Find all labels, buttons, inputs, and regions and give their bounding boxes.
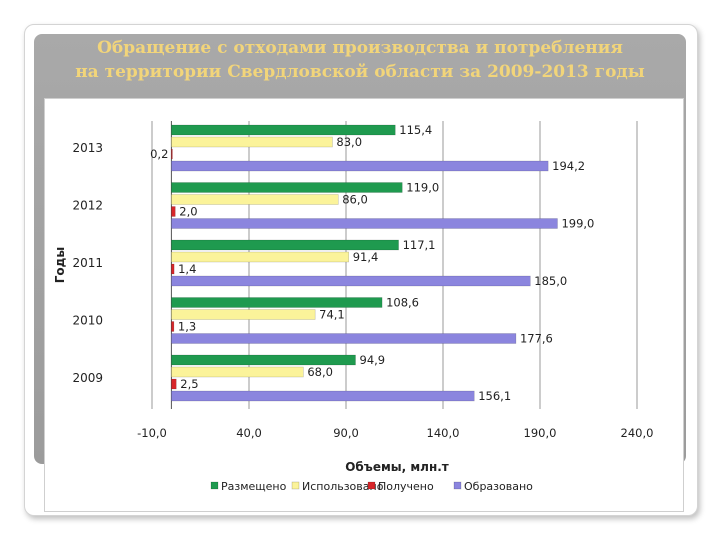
title-line-1: Обращение с отходами производства и потр… bbox=[97, 38, 623, 58]
data-label: 177,6 bbox=[520, 332, 553, 346]
bar-2013-series-1 bbox=[171, 136, 333, 148]
data-label: 119,0 bbox=[406, 181, 439, 195]
data-label: 2,5 bbox=[180, 377, 198, 391]
data-label: 117,1 bbox=[403, 238, 436, 252]
y-axis-title: Годы bbox=[53, 247, 67, 283]
bar-2012-series-0 bbox=[171, 182, 403, 193]
data-label: 91,4 bbox=[353, 250, 379, 264]
x-axis-title: Объемы, млн.т bbox=[345, 460, 449, 474]
bar-chart: -10,0 40,0 90,0 140,0 190,0 240,0 115,4 83,0 0,2… bbox=[53, 121, 654, 493]
legend-swatch-3 bbox=[453, 481, 462, 490]
bar-2011-series-3 bbox=[171, 275, 531, 287]
data-label: 0,2 bbox=[150, 147, 168, 161]
bar-2011-series-1 bbox=[171, 251, 349, 263]
data-label: 108,6 bbox=[386, 296, 419, 310]
bar-2011-series-2 bbox=[171, 263, 175, 275]
legend-label: Образовано bbox=[464, 480, 533, 493]
bar-2009-series-3 bbox=[171, 390, 475, 402]
legend-label: Получено bbox=[378, 480, 434, 493]
bar-2012-series-2 bbox=[171, 206, 176, 217]
data-label: 86,0 bbox=[342, 193, 368, 207]
slide-title: Обращение с отходами производства и потр… bbox=[34, 36, 686, 84]
x-tick-label: 40,0 bbox=[236, 426, 262, 440]
chart-area: -10,0 40,0 90,0 140,0 190,0 240,0 115,4 83,0 0,2… bbox=[44, 98, 684, 512]
bar-2013-series-0 bbox=[171, 124, 396, 136]
bar-2009-series-0 bbox=[171, 354, 356, 366]
bar-2012-series-1 bbox=[171, 194, 339, 205]
legend-label: Использовано bbox=[302, 480, 384, 493]
data-label: 2,0 bbox=[179, 205, 197, 219]
legend-swatch-0 bbox=[210, 481, 219, 490]
bar-2013-series-2 bbox=[171, 148, 173, 160]
y-tick-label: 2010 bbox=[72, 314, 103, 328]
data-label: 1,4 bbox=[178, 262, 196, 276]
bar-2012-series-3 bbox=[171, 218, 558, 229]
y-tick-label: 2013 bbox=[72, 141, 103, 155]
bar-2010-series-3 bbox=[171, 333, 517, 344]
bar-2010-series-1 bbox=[171, 309, 316, 320]
bar-2010-series-0 bbox=[171, 297, 383, 308]
bar-2009-series-1 bbox=[171, 366, 304, 378]
x-tick-label: 90,0 bbox=[333, 426, 359, 440]
data-label: 156,1 bbox=[478, 389, 511, 403]
data-label: 1,3 bbox=[178, 320, 196, 334]
legend-swatch-2 bbox=[367, 481, 376, 490]
y-tick-label: 2011 bbox=[72, 256, 103, 270]
x-tick-label: 240,0 bbox=[621, 426, 654, 440]
x-tick-label: 190,0 bbox=[524, 426, 557, 440]
legend-label: Размещено bbox=[221, 480, 287, 493]
data-label: 194,2 bbox=[552, 159, 585, 173]
data-label: 83,0 bbox=[336, 135, 362, 149]
bar-2011-series-0 bbox=[171, 239, 399, 251]
data-label: 185,0 bbox=[534, 274, 567, 288]
y-tick-label: 2009 bbox=[72, 371, 103, 385]
data-label: 94,9 bbox=[360, 353, 386, 367]
data-label: 74,1 bbox=[319, 308, 345, 322]
bar-2013-series-3 bbox=[171, 160, 549, 172]
data-label: 115,4 bbox=[399, 123, 432, 137]
data-label: 199,0 bbox=[561, 217, 594, 231]
legend-swatch-1 bbox=[291, 481, 300, 490]
x-tick-label: 140,0 bbox=[427, 426, 460, 440]
y-tick-label: 2012 bbox=[72, 199, 103, 213]
x-tick-label: -10,0 bbox=[137, 426, 167, 440]
bar-2010-series-2 bbox=[171, 321, 175, 332]
data-label: 68,0 bbox=[307, 365, 333, 379]
title-line-2: на территории Свердловской области за 20… bbox=[75, 62, 645, 82]
bar-2009-series-2 bbox=[171, 378, 177, 390]
